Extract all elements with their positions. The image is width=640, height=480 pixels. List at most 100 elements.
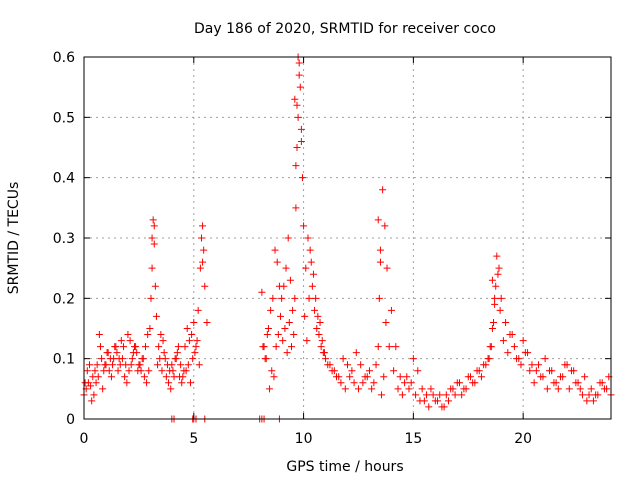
data-point <box>427 385 435 393</box>
data-point <box>141 343 149 351</box>
data-point <box>126 337 134 345</box>
data-point <box>194 306 202 314</box>
data-point <box>473 367 481 375</box>
data-point <box>85 361 93 369</box>
data-point <box>192 343 200 351</box>
data-point <box>274 331 282 339</box>
data-point <box>101 361 109 369</box>
data-point <box>447 385 455 393</box>
data-point <box>152 312 160 320</box>
data-point <box>460 385 468 393</box>
data-point <box>162 373 170 381</box>
data-point <box>499 337 507 345</box>
data-point <box>278 294 286 302</box>
data-point <box>186 379 194 387</box>
data-point <box>148 234 156 242</box>
x-tick-label: 15 <box>404 431 422 447</box>
data-point <box>341 385 349 393</box>
data-point <box>297 137 305 145</box>
data-point <box>149 216 157 224</box>
data-point <box>589 397 597 405</box>
x-tick-label: 20 <box>514 431 532 447</box>
data-point <box>298 174 306 182</box>
data-point <box>90 391 98 399</box>
data-point <box>258 288 266 296</box>
data-point <box>128 355 136 363</box>
data-point <box>385 343 393 351</box>
data-point <box>493 252 501 260</box>
data-point <box>266 385 274 393</box>
data-point <box>365 367 373 375</box>
data-point <box>157 331 165 339</box>
data-point <box>381 222 389 230</box>
data-point <box>491 294 499 302</box>
data-point <box>91 367 99 375</box>
data-point <box>344 361 351 369</box>
y-tick-label: 0.3 <box>53 231 75 247</box>
data-point <box>494 270 502 278</box>
y-tick-label: 0.5 <box>53 110 75 126</box>
data-point <box>455 379 463 387</box>
data-point <box>554 385 562 393</box>
data-point <box>178 379 186 387</box>
data-point <box>405 385 413 393</box>
data-point <box>165 379 173 387</box>
data-point <box>290 331 298 339</box>
data-point <box>296 83 304 91</box>
data-point <box>379 186 387 194</box>
data-point <box>370 379 378 387</box>
data-point <box>201 282 209 290</box>
data-point <box>442 391 450 399</box>
data-point <box>146 325 154 332</box>
data-point <box>354 385 362 393</box>
data-point <box>159 337 167 345</box>
x-tick-label: 0 <box>80 431 89 447</box>
data-point <box>291 95 299 103</box>
data-point <box>145 367 153 375</box>
data-point <box>270 373 278 381</box>
data-point <box>451 391 459 399</box>
data-point <box>378 391 386 399</box>
data-point <box>96 343 104 351</box>
data-point <box>581 373 589 381</box>
data-point <box>124 331 132 339</box>
data-point <box>81 379 89 387</box>
y-tick-label: 0.2 <box>53 291 75 307</box>
data-point <box>583 397 591 405</box>
data-point <box>281 325 289 332</box>
y-tick-label: 0 <box>66 412 75 428</box>
data-point <box>151 282 159 290</box>
data-point <box>103 349 111 357</box>
data-point <box>94 373 102 381</box>
data-point <box>552 379 560 387</box>
y-tick-label: 0.1 <box>53 352 75 368</box>
data-point <box>485 355 493 363</box>
data-point <box>565 385 573 393</box>
data-point <box>380 373 388 381</box>
data-point <box>177 361 185 369</box>
data-point <box>425 403 433 411</box>
data-point <box>414 367 422 375</box>
data-point <box>297 125 305 133</box>
data-point <box>382 318 390 326</box>
data-point <box>282 264 290 272</box>
chart-title: Day 186 of 2020, SRMTID for receiver coc… <box>194 21 496 37</box>
data-point <box>143 379 151 387</box>
data-point <box>190 318 198 326</box>
data-point <box>167 385 175 393</box>
data-point <box>357 361 365 369</box>
data-point <box>458 391 466 399</box>
data-point <box>150 240 158 248</box>
data-point <box>438 403 446 411</box>
data-point <box>469 379 477 387</box>
data-point <box>387 306 395 314</box>
data-point <box>556 373 564 381</box>
data-point <box>488 325 496 332</box>
data-point <box>492 282 500 290</box>
data-point <box>394 385 402 393</box>
data-point <box>168 361 176 369</box>
data-point <box>273 258 281 266</box>
data-point <box>339 355 347 363</box>
data-point <box>401 379 409 387</box>
data-point <box>182 367 190 375</box>
